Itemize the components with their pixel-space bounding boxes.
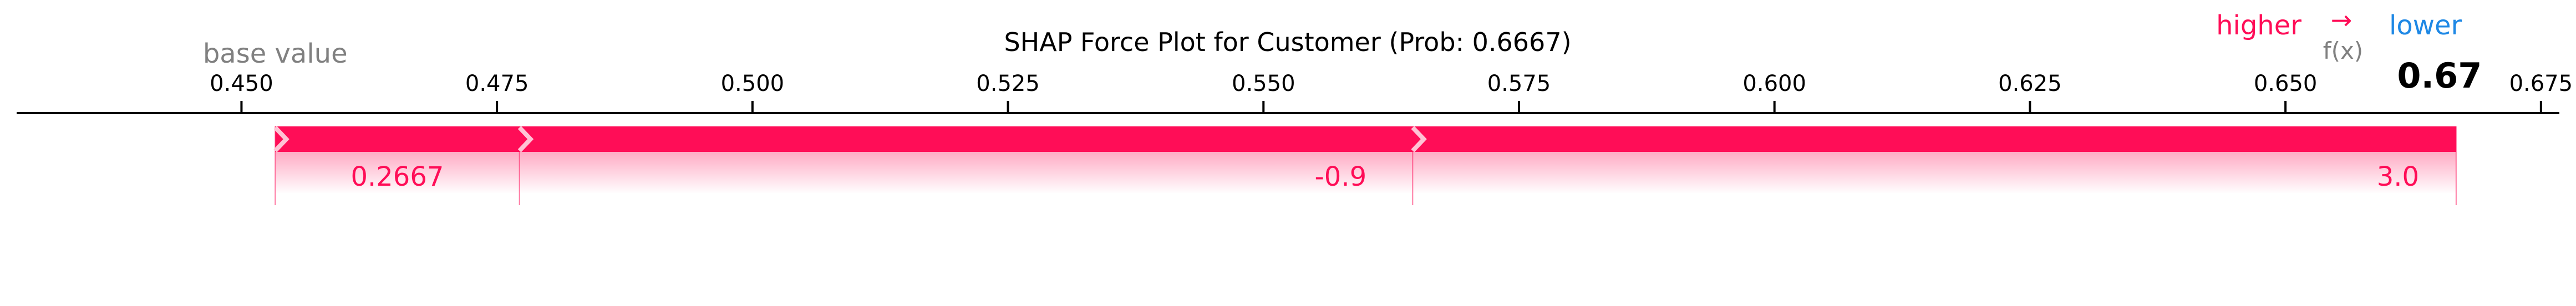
chevron-separator: [517, 126, 534, 152]
output-value-label: 0.67: [2397, 55, 2482, 96]
force-segment: [519, 126, 1424, 152]
legend-higher-label: higher: [2216, 10, 2301, 41]
force-segment-fade: [1413, 152, 2456, 194]
force-segment: [275, 126, 531, 152]
legend-lower-label: lower: [2389, 10, 2462, 41]
chevron-separator: [1411, 126, 1427, 152]
x-tick-label: 0.500: [721, 71, 785, 96]
segment-separators: [273, 126, 2457, 205]
chart-title: SHAP Force Plot for Customer (Prob: 0.66…: [1004, 27, 1571, 57]
force-segments: [275, 126, 2456, 194]
chevron-separator: [273, 126, 289, 152]
x-tick-label: 0.475: [465, 71, 529, 96]
segment-value-label: 0.2667: [350, 161, 444, 192]
x-tick-label: 0.600: [1742, 71, 1806, 96]
x-tick-label: 0.625: [1998, 71, 2062, 96]
x-tick-label: 0.525: [976, 71, 1040, 96]
segment-value-label: 3.0: [2377, 161, 2419, 192]
x-tick-label: 0.550: [1232, 71, 1295, 96]
x-tick-label: 0.450: [210, 71, 273, 96]
legend-fx-label: f(x): [2323, 37, 2363, 64]
legend-arrow-icon: →: [2331, 5, 2353, 35]
base-value-label: base value: [203, 38, 348, 69]
force-segment-fade: [519, 152, 1413, 194]
legend: higher → lower f(x): [2216, 5, 2462, 64]
force-segment-fade: [275, 152, 520, 194]
x-tick-label: 0.675: [2509, 71, 2573, 96]
force-segment: [1413, 126, 2456, 152]
x-axis-ticks: 0.450 0.475 0.500 0.525 0.550 0.575 0.600 0.625…: [210, 71, 2573, 113]
x-tick-label: 0.575: [1487, 71, 1551, 96]
x-tick-label: 0.650: [2254, 71, 2318, 96]
segment-labels: 0.2667 -0.9 3.0: [350, 161, 2419, 192]
segment-value-label: -0.9: [1314, 161, 1366, 192]
